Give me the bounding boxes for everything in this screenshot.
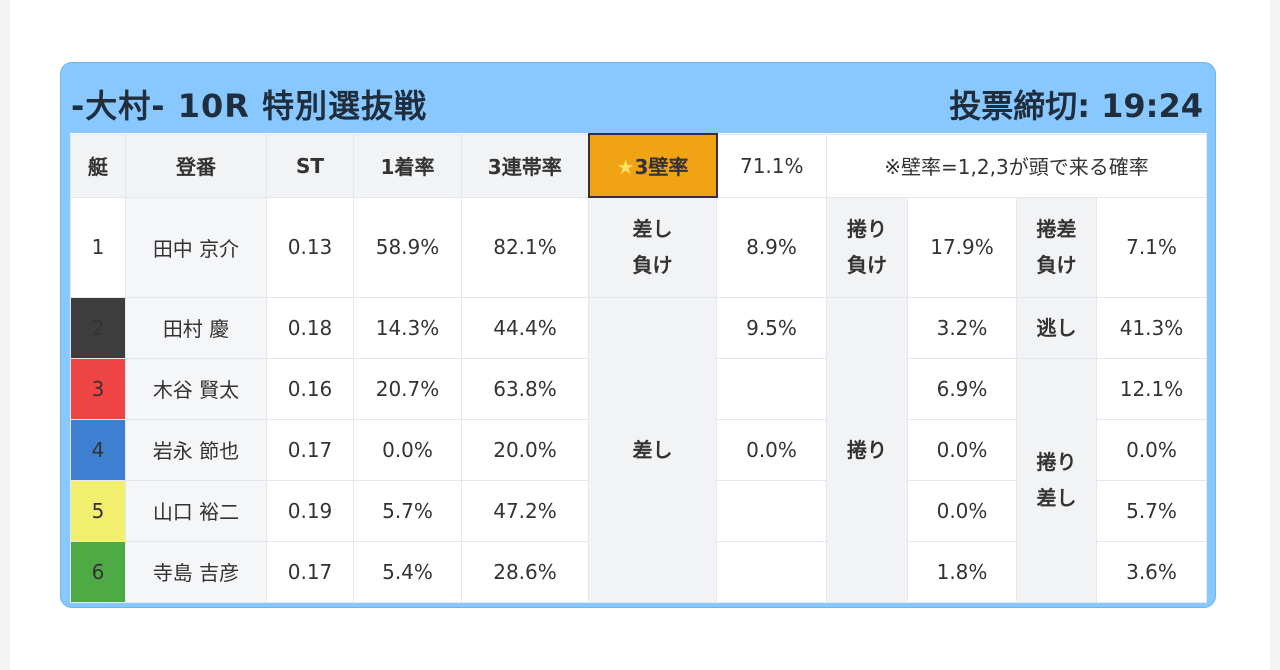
header-row: 艇 登番 ST 1着率 3連帯率 ★3壁率 71.1% ※壁率=1,2,3が頭で… [70,133,1207,198]
racer-name: 田中 京介 [125,196,267,298]
first-rate-value: 0.0% [353,418,462,481]
first-rate-value: 5.7% [353,479,462,542]
st-value: 0.13 [266,196,354,298]
race-card: -大村- 10R 特別選抜戦 投票締切: 19:24 艇 登番 ST 1着率 3… [60,62,1216,608]
nigashi-label: 逃し [1016,296,1097,359]
label-line: 捲り [847,217,887,241]
racer-name: 山口 裕二 [125,479,267,542]
boat-number: 5 [70,479,126,542]
first-rate-value: 5.4% [353,540,462,603]
groupc-value: 12.1% [1096,357,1207,420]
st-value: 0.16 [266,357,354,420]
top3-rate-value: 63.8% [461,357,589,420]
makuri-value: 6.9% [907,357,1017,420]
table-row: 6 寺島 吉彦 0.17 5.4% 28.6% 1.8% 3.6% [70,540,1207,603]
sashi-value [716,479,827,542]
makuri-value: 3.2% [907,296,1017,359]
makuri-make-label: 捲り 負け [826,196,908,298]
top3-rate-value: 82.1% [461,196,589,298]
first-rate-value: 14.3% [353,296,462,359]
vote-deadline: 投票締切: 19:24 [949,87,1203,125]
top3-rate-value: 44.4% [461,296,589,359]
sashi-make-label: 差し 負け [588,196,717,298]
col-top3-rate-header: 3連帯率 [461,133,589,198]
st-value: 0.18 [266,296,354,359]
col-boat-header: 艇 [70,133,126,198]
st-value: 0.17 [266,540,354,603]
makuri-label: 捲り [826,296,908,603]
star-icon: ★ [616,155,635,179]
makuri-value: 0.0% [907,479,1017,542]
boat-number: 6 [70,540,126,603]
sashi-value [716,540,827,603]
racer-name: 寺島 吉彦 [125,540,267,603]
top3-rate-value: 20.0% [461,418,589,481]
st-value: 0.17 [266,418,354,481]
wall-rate-note: ※壁率=1,2,3が頭で来る確率 [826,133,1207,198]
col-st-header: ST [266,133,354,198]
right-margin [1270,0,1280,670]
wall-rate-label: 3壁率 [634,155,689,179]
label-line: 差し [1036,486,1077,510]
boat-number: 1 [70,196,126,298]
race-table: 艇 登番 ST 1着率 3連帯率 ★3壁率 71.1% ※壁率=1,2,3が頭で… [70,133,1207,603]
sashi-value: 9.5% [716,296,827,359]
label-line: 負け [632,253,673,278]
col-first-rate-header: 1着率 [353,133,462,198]
label-line: 差し [632,217,673,242]
makurizashi-make-label: 捲差 負け [1016,196,1097,298]
racer-name: 木谷 賢太 [125,357,267,420]
left-margin [0,0,10,670]
table-row: 2 田村 慶 0.18 14.3% 44.4% 差し 9.5% 捲り 3.2% … [70,296,1207,603]
makuri-value: 1.8% [907,540,1017,603]
st-value: 0.19 [266,479,354,542]
boat-number: 2 [70,296,126,359]
label-line: 捲り [1036,450,1077,474]
first-rate-value: 58.9% [353,196,462,298]
boat-number: 4 [70,418,126,481]
boat-number: 3 [70,357,126,420]
makuri-value: 17.9% [907,196,1017,298]
groupc-value: 41.3% [1096,296,1207,359]
groupc-value: 5.7% [1096,479,1207,542]
table-row: 3 木谷 賢太 0.16 20.7% 63.8% 6.9% 捲り差し 12.1% [70,357,1207,603]
col-name-header: 登番 [125,133,267,198]
racer-name: 田村 慶 [125,296,267,359]
racer-name: 岩永 節也 [125,418,267,481]
sashi-value [716,357,827,420]
top3-rate-value: 28.6% [461,540,589,603]
makuri-sashi-label: 捲り 差し [1016,357,1097,603]
wall-rate-value: 71.1% [716,133,827,198]
groupc-value: 3.6% [1096,540,1207,603]
sashi-value: 0.0% [716,418,827,481]
sashi-label: 差し [588,296,717,603]
table-row: 1 田中 京介 0.13 58.9% 82.1% 差し 負け 8.9% 捲り 負け … [70,196,1207,298]
wall-rate-header: ★3壁率 [587,133,718,198]
groupc-value: 0.0% [1096,418,1207,481]
label-line: 捲差 [1036,217,1077,241]
label-line: 負け [1036,253,1077,277]
label-line: 負け [847,253,887,277]
first-rate-value: 20.7% [353,357,462,420]
groupc-value: 7.1% [1096,196,1207,298]
sashi-value: 8.9% [716,196,827,298]
makuri-value: 0.0% [907,418,1017,481]
race-title: -大村- 10R 特別選抜戦 [71,87,428,125]
table-row: 5 山口 裕二 0.19 5.7% 47.2% 0.0% 5.7% [70,479,1207,542]
top3-rate-value: 47.2% [461,479,589,542]
